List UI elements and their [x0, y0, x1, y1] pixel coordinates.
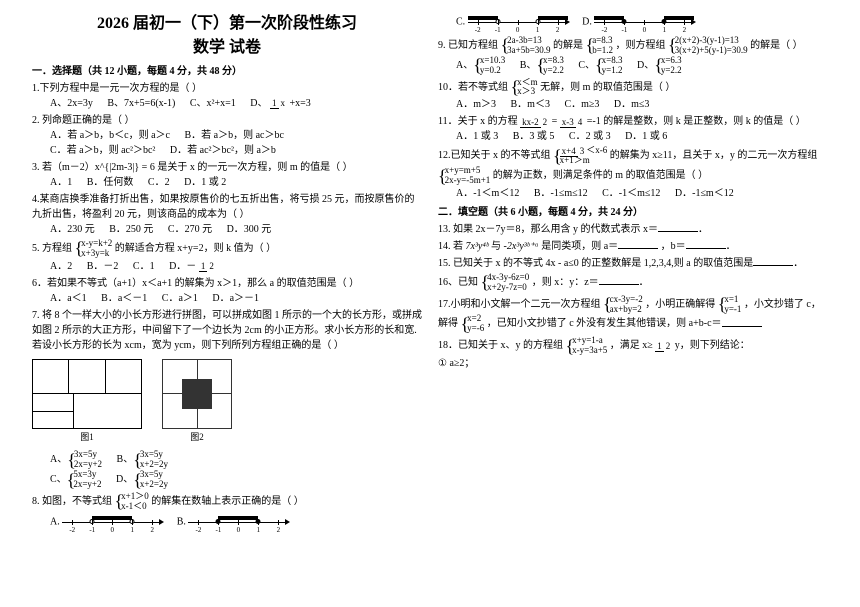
q8-stem-b: 的解集在数轴上表示正确的是（ ）: [151, 496, 304, 507]
q3-opt-a: A．1: [50, 175, 72, 190]
q8-opt-a: A. -2-1012: [50, 512, 162, 532]
numberline-d: -2-1012: [594, 12, 694, 32]
q12-opt-c: C．-1＜m≤12: [602, 186, 660, 201]
q4-opt-c: C．270 元: [168, 222, 212, 237]
numberline-a: -2-1012: [62, 512, 162, 532]
q4-stem: 4.某商店换季准备打折出售，如果按原售价的七五折出售，将亏损 25 元，而按原售…: [32, 194, 415, 220]
q2-opt-d: D．若 ac²＞bc²，则 a＞b: [170, 143, 276, 158]
section-1-head: 一．选择题（共 12 小题，每题 4 分，共 48 分）: [32, 64, 422, 79]
q6-opt-a: A．a＜1: [50, 291, 87, 306]
q8-stem-a: 8. 如图，不等式组: [32, 496, 112, 507]
q2: 2. 列命题正确的是（ ） A．若 a＞b，b＜c，则 a＞c B．若 a＞b，…: [32, 113, 422, 158]
q9: 9. 已知方程组 {2a-3b=133a+5b=30.9 的解是 {a=8.3b…: [438, 36, 828, 76]
figure-2: 图2: [162, 359, 232, 445]
q13: 13. 如果 2x－7y＝8，那么用含 y 的代数式表示 x＝．: [438, 222, 828, 237]
numberline-c: -2-1012: [468, 12, 568, 32]
figure-1: 图1: [32, 359, 142, 445]
q7-opt-c: C、{5x=3y2x=y+2: [50, 470, 101, 490]
q8-opt-b: B. -2-1012: [177, 512, 289, 532]
q9-opt-b: B、{x=8.3y=2.2: [520, 56, 564, 76]
q3-stem: 3. 若（m－2）x^{|2m-3|} = 6 是关于 x 的一元一次方程，则 …: [32, 162, 353, 173]
q9-opt-a: A、{x=10.3y=0.2: [456, 56, 505, 76]
right-column: C. -2-1012 D. -2-1012 9. 已知方程组 {2a-3b=13…: [430, 12, 836, 595]
q10: 10．若不等式组 {x＜mx＞3 无解，则 m 的取值范围是（ ） A．m＞3 …: [438, 78, 828, 113]
q14: 14. 若 7x³y⁴ᵇ 与 -2x³y³ᵇ⁺ᵃ 是同类项，则 a＝ ，b＝．: [438, 239, 828, 254]
q5-opt-a: A．2: [50, 259, 72, 274]
section-2-head: 二．填空题（共 6 小题，每题 4 分，共 24 分）: [438, 205, 828, 220]
numberline-b: -2-1012: [188, 512, 288, 532]
q12: 12.已知关于 x 的不等式组 { x+43＜x-6 x+1＞m 的解集为 x≥…: [438, 146, 828, 201]
q6-opt-b: B．a＜－1: [101, 291, 147, 306]
title-line-2: 数学 试卷: [32, 36, 422, 60]
q3-opt-b: B．任何数: [87, 175, 134, 190]
q8-opt-c: C. -2-1012: [456, 12, 568, 32]
q4: 4.某商店换季准备打折出售，如果按原售价的七五折出售，将亏损 25 元，而按原售…: [32, 192, 422, 237]
left-column: 2026 届初一（下）第一次阶段性练习 数学 试卷 一．选择题（共 12 小题，…: [24, 12, 430, 595]
q7-opt-b: B、{3x=5yx+2=2y: [117, 450, 168, 470]
q12-opt-b: B．-1≤m≤12: [534, 186, 588, 201]
q6-opt-c: C．a＞1: [162, 291, 198, 306]
q9-opt-d: D、{x=6.3y=2.2: [637, 56, 682, 76]
q4-opt-d: D．300 元: [227, 222, 272, 237]
q10-opt-c: C．m≥3: [564, 97, 599, 112]
q1-opt-a: A、2x=3y: [50, 96, 93, 111]
q10-opt-d: D．m≤3: [614, 97, 650, 112]
q5-opt-d: D．－ 12: [169, 259, 216, 274]
q11-opt-c: C．2 或 3: [569, 129, 611, 144]
q17: 17.小明和小文解一个二元一次方程组 {cx-3y=-2ax+by=2 ，小明正…: [438, 295, 828, 335]
q2-opt-c: C．若 a＞b，则 ac²＞bc²: [50, 143, 155, 158]
q18: 18．已知关于 x、y 的方程组 {x+y=1-ax-y=3a+5 ，满足 x≥…: [438, 336, 828, 371]
q2-opt-b: B．若 a＞b，则 ac＞bc: [184, 128, 283, 143]
q6-opt-d: D．a＞－1: [212, 291, 259, 306]
q15: 15. 已知关于 x 的不等式 4x - a≤0 的正整数解是 1,2,3,4,…: [438, 256, 828, 271]
q11: 11．关于 x 的方程 kx-22 = x-34 =-1 的解是整数，则 k 是…: [438, 114, 828, 144]
q10-opt-b: B．m＜3: [511, 97, 550, 112]
q16: 16、已知 {4x-3y-6z=0x+2y-7z=0 ，则 x：y：z＝．: [438, 273, 828, 293]
q3-opt-d: D．1 或 2: [184, 175, 226, 190]
q12-opt-a: A．-1＜m＜12: [456, 186, 519, 201]
q1-stem: 1.下列方程中是一元一次方程的是（ ）: [32, 83, 202, 94]
q2-stem: 2. 列命题正确的是（ ）: [32, 115, 135, 126]
q12-opt-d: D．-1≤m＜12: [675, 186, 734, 201]
q5-opt-c: C．1: [133, 259, 155, 274]
q7-stem: 7. 将 8 个一样大小的小长方形进行拼图，可以拼成如图 1 所示的一个大的长方…: [32, 310, 422, 351]
q1: 1.下列方程中是一元一次方程的是（ ） A、2x=3y B、7x+5=6(x-1…: [32, 81, 422, 111]
q8: 8. 如图，不等式组 {x+1＞0x-1＜0 的解集在数轴上表示正确的是（ ） …: [32, 492, 422, 532]
q7-opt-d: D、{3x=5yx+2=2y: [116, 470, 168, 490]
q2-opt-a: A．若 a＞b，b＜c，则 a＞c: [50, 128, 170, 143]
title-line-1: 2026 届初一（下）第一次阶段性练习: [32, 12, 422, 36]
q9-opt-c: C、{x=8.3y=1.2: [578, 56, 622, 76]
q7: 7. 将 8 个一样大小的小长方形进行拼图，可以拼成如图 1 所示的一个大的长方…: [32, 308, 422, 490]
q5-opt-b: B．－2: [87, 259, 119, 274]
q8-opt-d: D. -2-1012: [582, 12, 694, 32]
q10-opt-a: A．m＞3: [456, 97, 496, 112]
q11-opt-d: D．1 或 6: [625, 129, 667, 144]
q3: 3. 若（m－2）x^{|2m-3|} = 6 是关于 x 的一元一次方程，则 …: [32, 160, 422, 190]
q1-opt-c: C、x²+x=1: [190, 96, 236, 111]
q11-opt-b: B．3 或 5: [513, 129, 555, 144]
q4-opt-a: A．230 元: [50, 222, 95, 237]
q5-stem-a: 5. 方程组: [32, 243, 72, 254]
q4-opt-b: B．250 元: [109, 222, 153, 237]
q7-opt-a: A、{3x=5y2x=y+2: [50, 450, 102, 470]
q6: 6．若如果不等式（a+1）x＜a+1 的解集为 x＞1，那么 a 的取值范围是（…: [32, 276, 422, 306]
q1-opt-b: B、7x+5=6(x-1): [107, 96, 175, 111]
q3-opt-c: C．2: [148, 175, 170, 190]
q5: 5. 方程组 {x-y=k+2x+3y=k 的解适合方程 x+y=2，则 k 值…: [32, 239, 422, 274]
q6-stem: 6．若如果不等式（a+1）x＜a+1 的解集为 x＞1，那么 a 的取值范围是（…: [32, 278, 359, 289]
q1-opt-d: D、 1x +x=3: [250, 96, 311, 111]
q5-stem-b: 的解适合方程 x+y=2，则 k 值为（ ）: [115, 243, 276, 254]
q11-opt-a: A．1 或 3: [456, 129, 498, 144]
